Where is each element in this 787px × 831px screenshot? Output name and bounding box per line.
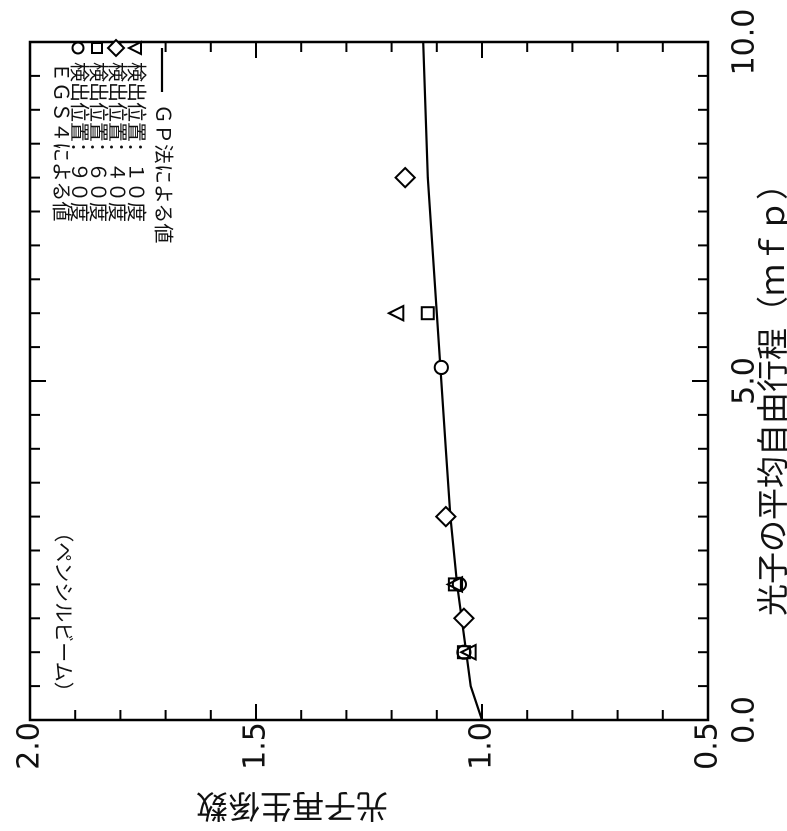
data-point-diamond — [452, 607, 475, 630]
legend-marker-triangle — [126, 40, 142, 56]
data-point-triangle — [445, 575, 464, 594]
data-point-diamond — [434, 505, 457, 528]
legend-label: 検出位置：４０度 — [106, 62, 130, 222]
legend-marker-circle — [71, 41, 85, 55]
data-point-circle — [433, 359, 449, 376]
data-point-square — [456, 645, 471, 660]
pencil-beam-note: （ペンシルビーム） — [52, 522, 76, 701]
data-point-square — [420, 306, 435, 321]
x-axis-title: 光子の平均自由行程（ｍｆｐ） — [754, 168, 787, 616]
legend-label: 検出位置：６０度 — [87, 62, 111, 222]
data-point-triangle — [459, 643, 477, 662]
data-point-triangle — [386, 304, 405, 323]
legend-label: 検出位置：９０度 — [68, 62, 92, 222]
y-tick-label: 0.5 — [690, 722, 725, 770]
legend-marker-diamond — [106, 38, 126, 58]
legend-label-gp: ＧＰ法による値 — [152, 104, 176, 243]
legend-title: ＥＧＳ４による値 — [50, 62, 74, 221]
legend-marker-square — [91, 42, 103, 54]
y-tick-label: 1.5 — [238, 722, 273, 770]
y-tick-label: 2.0 — [12, 722, 47, 770]
x-tick-label: 10.0 — [727, 9, 762, 76]
x-tick-label: 5.0 — [727, 357, 762, 405]
legend-label: 検出位置：１０度 — [125, 62, 149, 222]
data-point-diamond — [394, 166, 417, 189]
x-tick-label: 0.0 — [727, 696, 762, 744]
y-tick-label: 1.0 — [464, 722, 499, 770]
y-axis-title: 光子再生係数 — [196, 787, 388, 825]
